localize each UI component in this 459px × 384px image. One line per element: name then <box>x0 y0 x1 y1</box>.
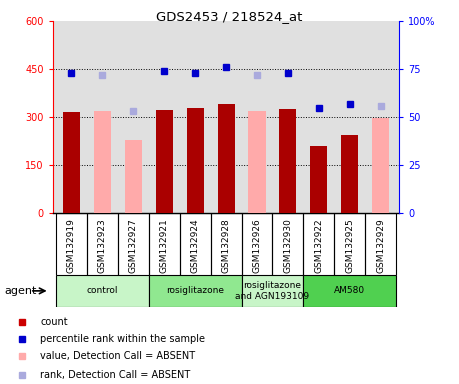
Bar <box>56 275 149 306</box>
Text: GSM132921: GSM132921 <box>160 218 168 273</box>
Text: GSM132927: GSM132927 <box>129 218 138 273</box>
Text: GSM132929: GSM132929 <box>376 218 385 273</box>
Bar <box>94 111 111 213</box>
Text: GSM132925: GSM132925 <box>345 218 354 273</box>
Bar <box>273 213 303 275</box>
Text: rosiglitazone
and AGN193109: rosiglitazone and AGN193109 <box>235 281 309 301</box>
Text: GSM132922: GSM132922 <box>314 218 324 273</box>
Text: agent: agent <box>5 286 37 296</box>
Bar <box>303 275 396 306</box>
Bar <box>56 213 87 275</box>
Bar <box>87 213 118 275</box>
Bar <box>63 112 80 213</box>
Bar <box>211 213 241 275</box>
Text: rank, Detection Call = ABSENT: rank, Detection Call = ABSENT <box>40 370 190 380</box>
Text: GSM132919: GSM132919 <box>67 218 76 273</box>
Text: GSM132923: GSM132923 <box>98 218 107 273</box>
Text: AM580: AM580 <box>334 286 365 295</box>
Bar <box>280 109 297 213</box>
Text: percentile rank within the sample: percentile rank within the sample <box>40 334 205 344</box>
Bar <box>241 213 273 275</box>
Text: GSM132926: GSM132926 <box>252 218 262 273</box>
Bar <box>118 213 149 275</box>
Bar <box>303 213 334 275</box>
Bar <box>241 275 303 306</box>
Bar <box>218 104 235 213</box>
Text: GSM132928: GSM132928 <box>222 218 230 273</box>
Text: rosiglitazone: rosiglitazone <box>166 286 224 295</box>
Text: GSM132930: GSM132930 <box>284 218 292 273</box>
Bar <box>187 108 204 213</box>
Bar <box>310 146 327 213</box>
Bar <box>334 213 365 275</box>
Text: GDS2453 / 218524_at: GDS2453 / 218524_at <box>157 10 302 23</box>
Bar <box>149 213 179 275</box>
Text: control: control <box>87 286 118 295</box>
Bar <box>156 110 173 213</box>
Bar <box>365 213 396 275</box>
Text: count: count <box>40 317 67 327</box>
Bar <box>248 111 265 213</box>
Bar <box>341 135 358 213</box>
Bar <box>125 140 142 213</box>
Bar <box>372 118 389 213</box>
Bar <box>179 213 211 275</box>
Bar <box>149 275 241 306</box>
Text: GSM132924: GSM132924 <box>190 218 200 273</box>
Text: value, Detection Call = ABSENT: value, Detection Call = ABSENT <box>40 351 195 361</box>
